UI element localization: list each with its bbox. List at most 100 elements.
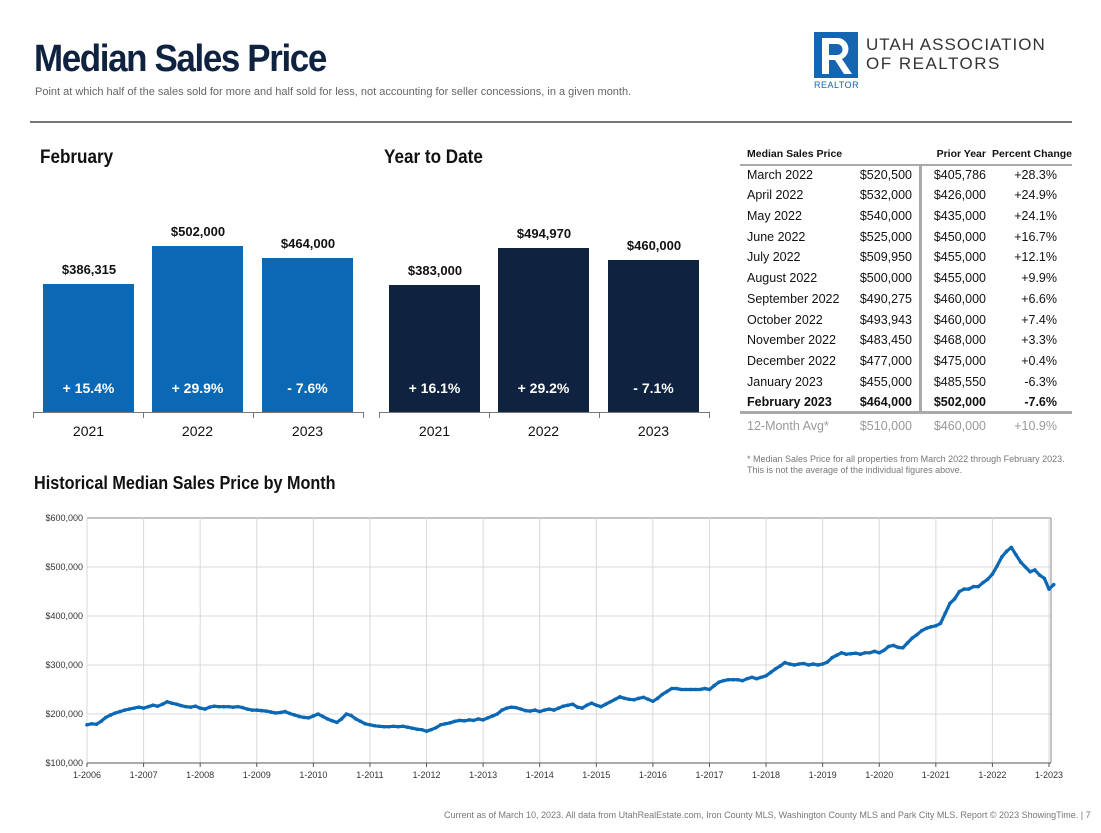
data-point [221, 704, 226, 709]
header-cell: Median Sales Price [747, 148, 843, 160]
x-tick-label: 1-2017 [695, 770, 723, 780]
cell: $532,000 [859, 188, 912, 203]
data-point [618, 695, 622, 699]
y-tick-label: $600,000 [45, 513, 83, 523]
data-point [184, 704, 188, 709]
data-point [344, 712, 349, 716]
cell: $426,000 [933, 188, 986, 203]
data-point [519, 707, 523, 711]
data-point [952, 597, 957, 601]
data-point [462, 719, 467, 723]
data-point [415, 727, 419, 731]
x-tick-label: 1-2018 [752, 770, 780, 780]
cell: $509,950 [859, 250, 912, 265]
data-point [170, 701, 174, 706]
data-point [434, 725, 438, 730]
bar-change-label: + 29.9% [171, 380, 224, 396]
data-point [849, 651, 853, 656]
data-point [217, 704, 221, 709]
cell: $520,500 [859, 167, 912, 182]
data-point [537, 709, 542, 714]
cell: November 2022 [747, 333, 836, 348]
data-point [457, 718, 462, 723]
data-point [273, 711, 278, 715]
x-tick-label: 1-2010 [299, 770, 327, 780]
data-point [287, 711, 292, 716]
cell: +12.1% [1014, 250, 1057, 265]
data-point [834, 653, 839, 657]
bar-value-label: $502,000 [170, 223, 226, 239]
data-point [523, 708, 528, 713]
x-tick-label: 1-2020 [865, 770, 893, 780]
data-point [424, 729, 429, 733]
data-point [731, 677, 735, 682]
data-point [420, 727, 424, 732]
axis-tick [33, 412, 34, 418]
data-point [868, 650, 872, 655]
data-point [278, 710, 283, 715]
y-tick-label: $500,000 [45, 562, 83, 572]
data-point [655, 696, 660, 701]
cell: July 2022 [747, 250, 801, 265]
cell: $510,000 [859, 418, 912, 433]
data-point [316, 712, 320, 716]
data-point [353, 717, 358, 721]
x-tick-label: 1-2013 [469, 770, 497, 780]
data-point [768, 670, 773, 675]
data-point [240, 705, 245, 710]
cell: April 2022 [747, 188, 804, 203]
data-point [311, 714, 316, 718]
data-point [816, 663, 820, 667]
x-axis [379, 412, 709, 413]
table-row: July 2022 $509,950 $455,000 +12.1% [740, 247, 1075, 268]
data-point [198, 706, 202, 710]
data-point [405, 725, 410, 730]
x-tick-label: 1-2011 [356, 770, 383, 780]
data-point [542, 708, 547, 712]
data-point [104, 715, 108, 720]
data-point [382, 724, 386, 729]
cell: +24.1% [1014, 209, 1057, 224]
table-row: April 2022 $532,000 $426,000 +24.9% [740, 185, 1075, 206]
data-point [575, 705, 580, 709]
data-point [594, 703, 599, 707]
table-divider [740, 164, 1072, 166]
data-point [792, 663, 797, 667]
data-point [254, 708, 259, 712]
cell: $500,000 [859, 271, 912, 286]
data-point [514, 705, 518, 710]
cell: $483,450 [859, 333, 912, 348]
data-point [566, 703, 570, 707]
data-point [830, 655, 834, 660]
cell: $455,000 [933, 250, 986, 265]
y-tick-label: $400,000 [45, 611, 83, 621]
bar-change-label: + 16.1% [408, 380, 461, 396]
table-row: October 2022 $493,943 $460,000 +7.4% [740, 310, 1075, 331]
data-point [674, 686, 679, 691]
data-point [132, 706, 136, 710]
cell: May 2022 [747, 209, 802, 224]
data-point [698, 687, 702, 692]
data-point [717, 680, 721, 684]
data-point [486, 716, 490, 720]
cell: $490,275 [859, 291, 912, 306]
data-point [264, 709, 268, 713]
cell: $435,000 [933, 209, 986, 224]
data-point [924, 626, 929, 631]
data-point [622, 696, 627, 701]
data-point [938, 621, 943, 626]
data-point [877, 650, 882, 655]
data-point [99, 719, 103, 724]
x-tick-label: 1-2023 [1035, 770, 1063, 780]
data-point [1042, 576, 1047, 581]
data-point [778, 664, 783, 668]
data-point [901, 646, 905, 650]
data-point [919, 628, 924, 633]
bar [498, 248, 589, 412]
data-point [146, 704, 151, 709]
bar [43, 284, 134, 412]
table-row: December 2022 $477,000 $475,000 +0.4% [740, 351, 1075, 372]
data-point [387, 724, 391, 729]
cell: +0.4% [1021, 353, 1057, 368]
cell: $455,000 [933, 271, 986, 286]
